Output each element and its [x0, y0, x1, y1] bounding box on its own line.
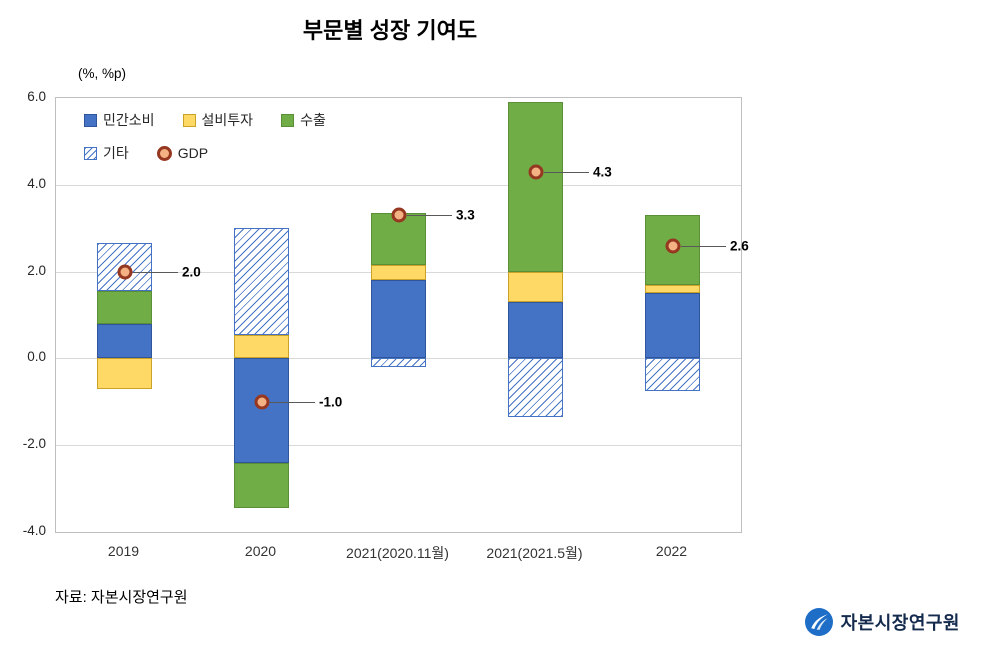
bar-segment-others — [234, 228, 289, 335]
gdp-value-label: 3.3 — [456, 207, 475, 223]
kcmi-logo-icon — [804, 608, 833, 636]
legend-item-others: 기타 — [84, 143, 129, 163]
chart-title: 부문별 성장 기여도 — [302, 18, 478, 43]
legend-item-exports: 수출 — [281, 110, 326, 130]
legend-row: 기타 GDP — [84, 143, 326, 163]
y-tick-label: 2.0 — [27, 262, 46, 278]
legend-item-investment: 설비투자 — [182, 110, 254, 130]
bar-segment-consumption — [97, 323, 152, 359]
gdp-callout-line — [132, 271, 178, 273]
brand-footer: 자본시장연구원 — [804, 608, 960, 636]
y-tick-label: 4.0 — [27, 175, 46, 191]
gdp-marker — [117, 264, 132, 280]
legend-label: 민간소비 — [103, 112, 155, 128]
legend-label: 설비투자 — [201, 112, 254, 128]
x-tick-label: 2021(2021.5월) — [486, 545, 583, 561]
bar-segment-exports — [508, 102, 563, 272]
bar-segment-exports — [97, 291, 152, 324]
x-tick-label: 2021(2020.11월) — [346, 545, 449, 561]
legend-swatch-investment-icon — [182, 113, 196, 127]
legend-swatch-gdp-icon — [156, 145, 172, 161]
gdp-value-label: -1.0 — [319, 394, 343, 410]
bar-segment-exports — [234, 462, 289, 509]
source-note: 자료: 자본시장연구원 — [55, 589, 188, 606]
bar-segment-investment — [97, 358, 152, 389]
legend-swatch-others-icon — [84, 146, 97, 160]
legend-swatch-consumption-icon — [84, 113, 97, 127]
gdp-callout-line — [269, 401, 315, 403]
gdp-marker — [254, 394, 269, 410]
gdp-value-label: 4.3 — [593, 164, 612, 180]
bar-segment-consumption — [234, 358, 289, 463]
gdp-marker — [528, 164, 543, 180]
x-tick-label: 2022 — [655, 543, 688, 559]
bar-segment-consumption — [645, 293, 700, 359]
bar-segment-consumption — [508, 301, 563, 359]
axis-units-label: (%, %p) — [78, 66, 127, 81]
legend-label: GDP — [177, 145, 209, 161]
bar-segment-others — [371, 358, 426, 368]
legend-swatch-exports-icon — [281, 113, 295, 127]
gdp-value-label: 2.0 — [182, 264, 201, 280]
gdp-marker — [665, 238, 680, 254]
bar-segment-investment — [645, 284, 700, 294]
legend-row: 민간소비 설비투자 수출 — [84, 110, 326, 130]
gdp-marker — [391, 207, 406, 223]
legend-label: 수출 — [300, 112, 326, 128]
gdp-value-label: 2.6 — [730, 238, 749, 254]
gdp-callout-line — [406, 215, 452, 217]
gridline — [56, 184, 741, 186]
gdp-callout-line — [680, 245, 726, 247]
gdp-callout-line — [543, 171, 589, 173]
gridline — [56, 445, 741, 447]
legend-item-gdp: GDP — [156, 145, 209, 161]
bar-segment-investment — [371, 265, 426, 281]
bar-segment-others — [645, 358, 700, 391]
legend-label: 기타 — [103, 145, 129, 161]
y-tick-label: 6.0 — [27, 89, 46, 104]
bar-segment-investment — [234, 334, 289, 359]
bar-segment-investment — [508, 271, 563, 302]
x-tick-label: 2020 — [244, 543, 277, 559]
y-tick-label: -4.0 — [22, 523, 46, 538]
y-tick-label: 0.0 — [27, 349, 46, 365]
bar-segment-others — [508, 358, 563, 417]
legend-item-consumption: 민간소비 — [84, 110, 155, 130]
brand-name: 자본시장연구원 — [840, 613, 960, 633]
x-tick-label: 2019 — [107, 543, 140, 559]
bar-segment-consumption — [371, 280, 426, 359]
y-tick-label: -2.0 — [22, 436, 46, 452]
